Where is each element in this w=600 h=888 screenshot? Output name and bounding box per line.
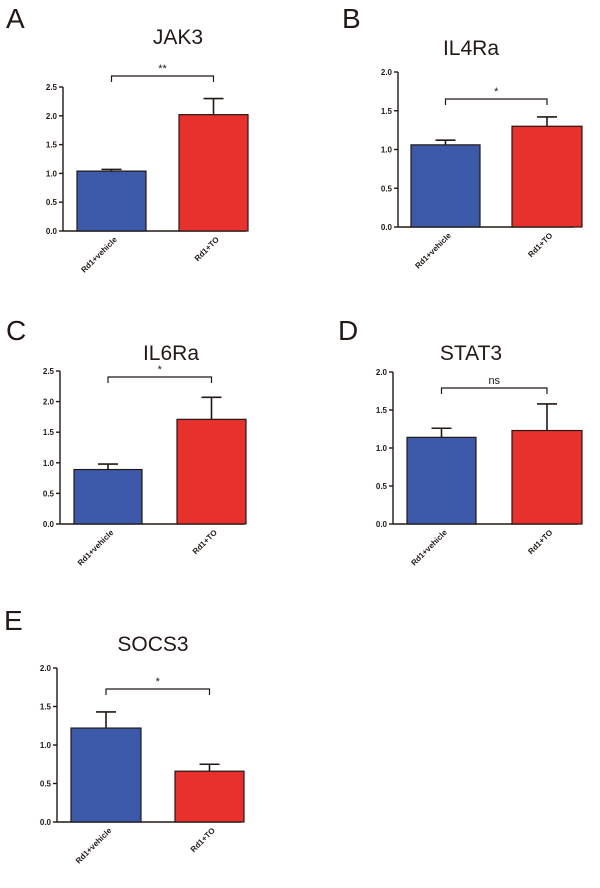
panel-c-significance-bracket bbox=[107, 376, 213, 383]
panel-b-bar-to bbox=[511, 125, 583, 228]
panel-c-y-tick-label: 2.5 bbox=[43, 367, 55, 376]
panel-c-significance-label: * bbox=[158, 364, 163, 376]
panel-d-bar-vehicle bbox=[406, 436, 477, 525]
panel-c: C IL6Ra 0.0 0.5 1.0 1.5 2.0 2.5 Rd1+vehicle Rd1+T… bbox=[6, 315, 247, 568]
panel-d-category-label: Rd1+TO bbox=[526, 528, 554, 556]
panel-a-significance-bracket bbox=[110, 75, 215, 82]
panel-c-y-tick-label: 1.0 bbox=[43, 459, 55, 468]
panel-e-y-tick-label: 2.0 bbox=[40, 664, 52, 673]
panel-a-y-tick-label: 1.0 bbox=[46, 169, 58, 178]
panel-b-category-label: Rd1+TO bbox=[526, 231, 554, 259]
panel-e-category-label: Rd1+TO bbox=[189, 826, 217, 854]
panel-e-title: SOCS3 bbox=[117, 633, 188, 656]
panel-d-y-tick-label: 0.5 bbox=[376, 482, 388, 491]
panel-e-bar-to bbox=[174, 770, 245, 823]
panel-a-y-tick-label: 2.0 bbox=[46, 112, 58, 121]
panel-e: E SOCS3 0.0 0.5 1.0 1.5 2.0 Rd1+vehicle Rd1+TO * bbox=[4, 605, 245, 866]
panel-d-bar-to bbox=[511, 429, 583, 525]
panel-b-bar-vehicle bbox=[410, 144, 481, 228]
panel-b: B IL4Ra 0.0 0.5 1.0 1.5 2.0 Rd1+vehicle Rd1+TO * bbox=[342, 3, 583, 271]
panel-c-y-tick-label: 2.0 bbox=[43, 398, 55, 407]
panel-d: D STAT3 0.0 0.5 1.0 1.5 2.0 Rd1+vehicle Rd1+TO ns bbox=[338, 315, 583, 568]
panel-b-y-tick-label: 2.0 bbox=[381, 68, 393, 77]
panel-b-y-tick-label: 1.0 bbox=[381, 146, 393, 155]
panel-d-letter: D bbox=[338, 315, 358, 346]
panel-d-significance-bracket bbox=[440, 387, 548, 394]
panel-d-y-tick-label: 1.5 bbox=[376, 406, 388, 415]
panel-c-y-tick-label: 0.5 bbox=[43, 489, 55, 498]
panel-a-category-label: Rd1+vehicle bbox=[79, 235, 119, 275]
panel-b-category-label: Rd1+vehicle bbox=[413, 231, 453, 271]
panel-e-bar-vehicle bbox=[70, 727, 142, 823]
panel-e-y-tick-label: 0.5 bbox=[40, 780, 52, 789]
panel-b-y-tick-label: 0.5 bbox=[381, 184, 393, 193]
panel-c-bar-to bbox=[176, 418, 247, 525]
panel-b-y-tick-label: 1.5 bbox=[381, 107, 393, 116]
panel-a-y-tick-label: 1.5 bbox=[46, 141, 58, 150]
panel-d-category-label: Rd1+vehicle bbox=[409, 528, 449, 568]
panel-c-category-label: Rd1+TO bbox=[191, 528, 219, 556]
panel-e-category-label: Rd1+vehicle bbox=[74, 826, 114, 866]
panel-b-significance-bracket bbox=[444, 98, 548, 105]
panel-c-letter: C bbox=[6, 315, 26, 346]
panel-a-title: JAK3 bbox=[153, 26, 203, 49]
panel-a-category-label: Rd1+TO bbox=[193, 235, 221, 263]
panel-c-y-tick-label: 0.0 bbox=[43, 520, 55, 529]
panel-a: A JAK3 0.0 0.5 1.0 1.5 2.0 2.5 Rd1+vehicle Rd1+TO… bbox=[6, 3, 249, 275]
panel-a-y-tick-label: 2.5 bbox=[46, 83, 58, 92]
panel-c-category-label: Rd1+vehicle bbox=[76, 528, 116, 568]
panel-d-y-tick-label: 1.0 bbox=[376, 444, 388, 453]
panel-a-significance-label: ** bbox=[158, 63, 167, 75]
panel-b-title: IL4Ra bbox=[443, 37, 499, 60]
panel-a-letter: A bbox=[6, 3, 25, 34]
panel-e-y-tick-label: 0.0 bbox=[40, 818, 52, 827]
panel-c-y-tick-label: 1.5 bbox=[43, 428, 55, 437]
panel-a-y-tick-label: 0.0 bbox=[46, 227, 58, 236]
panel-b-significance-label: * bbox=[494, 86, 499, 98]
panel-b-letter: B bbox=[342, 3, 361, 34]
panel-a-bar-to bbox=[178, 114, 249, 232]
panel-a-bar-vehicle bbox=[76, 170, 147, 232]
panel-d-significance-label: ns bbox=[488, 375, 500, 387]
panel-c-title: IL6Ra bbox=[143, 342, 199, 365]
panel-a-y-tick-label: 0.5 bbox=[46, 198, 58, 207]
panel-d-title: STAT3 bbox=[440, 342, 502, 365]
panel-d-y-tick-label: 2.0 bbox=[376, 368, 388, 377]
panel-b-y-tick-label: 0.0 bbox=[381, 223, 393, 232]
panel-e-y-tick-label: 1.0 bbox=[40, 741, 52, 750]
panel-c-bar-vehicle bbox=[73, 468, 143, 525]
panel-e-letter: E bbox=[4, 605, 23, 636]
panel-d-y-tick-label: 0.0 bbox=[376, 520, 388, 529]
panel-e-y-tick-label: 1.5 bbox=[40, 703, 52, 712]
panel-e-significance-bracket bbox=[105, 688, 211, 695]
panel-e-significance-label: * bbox=[156, 676, 161, 688]
